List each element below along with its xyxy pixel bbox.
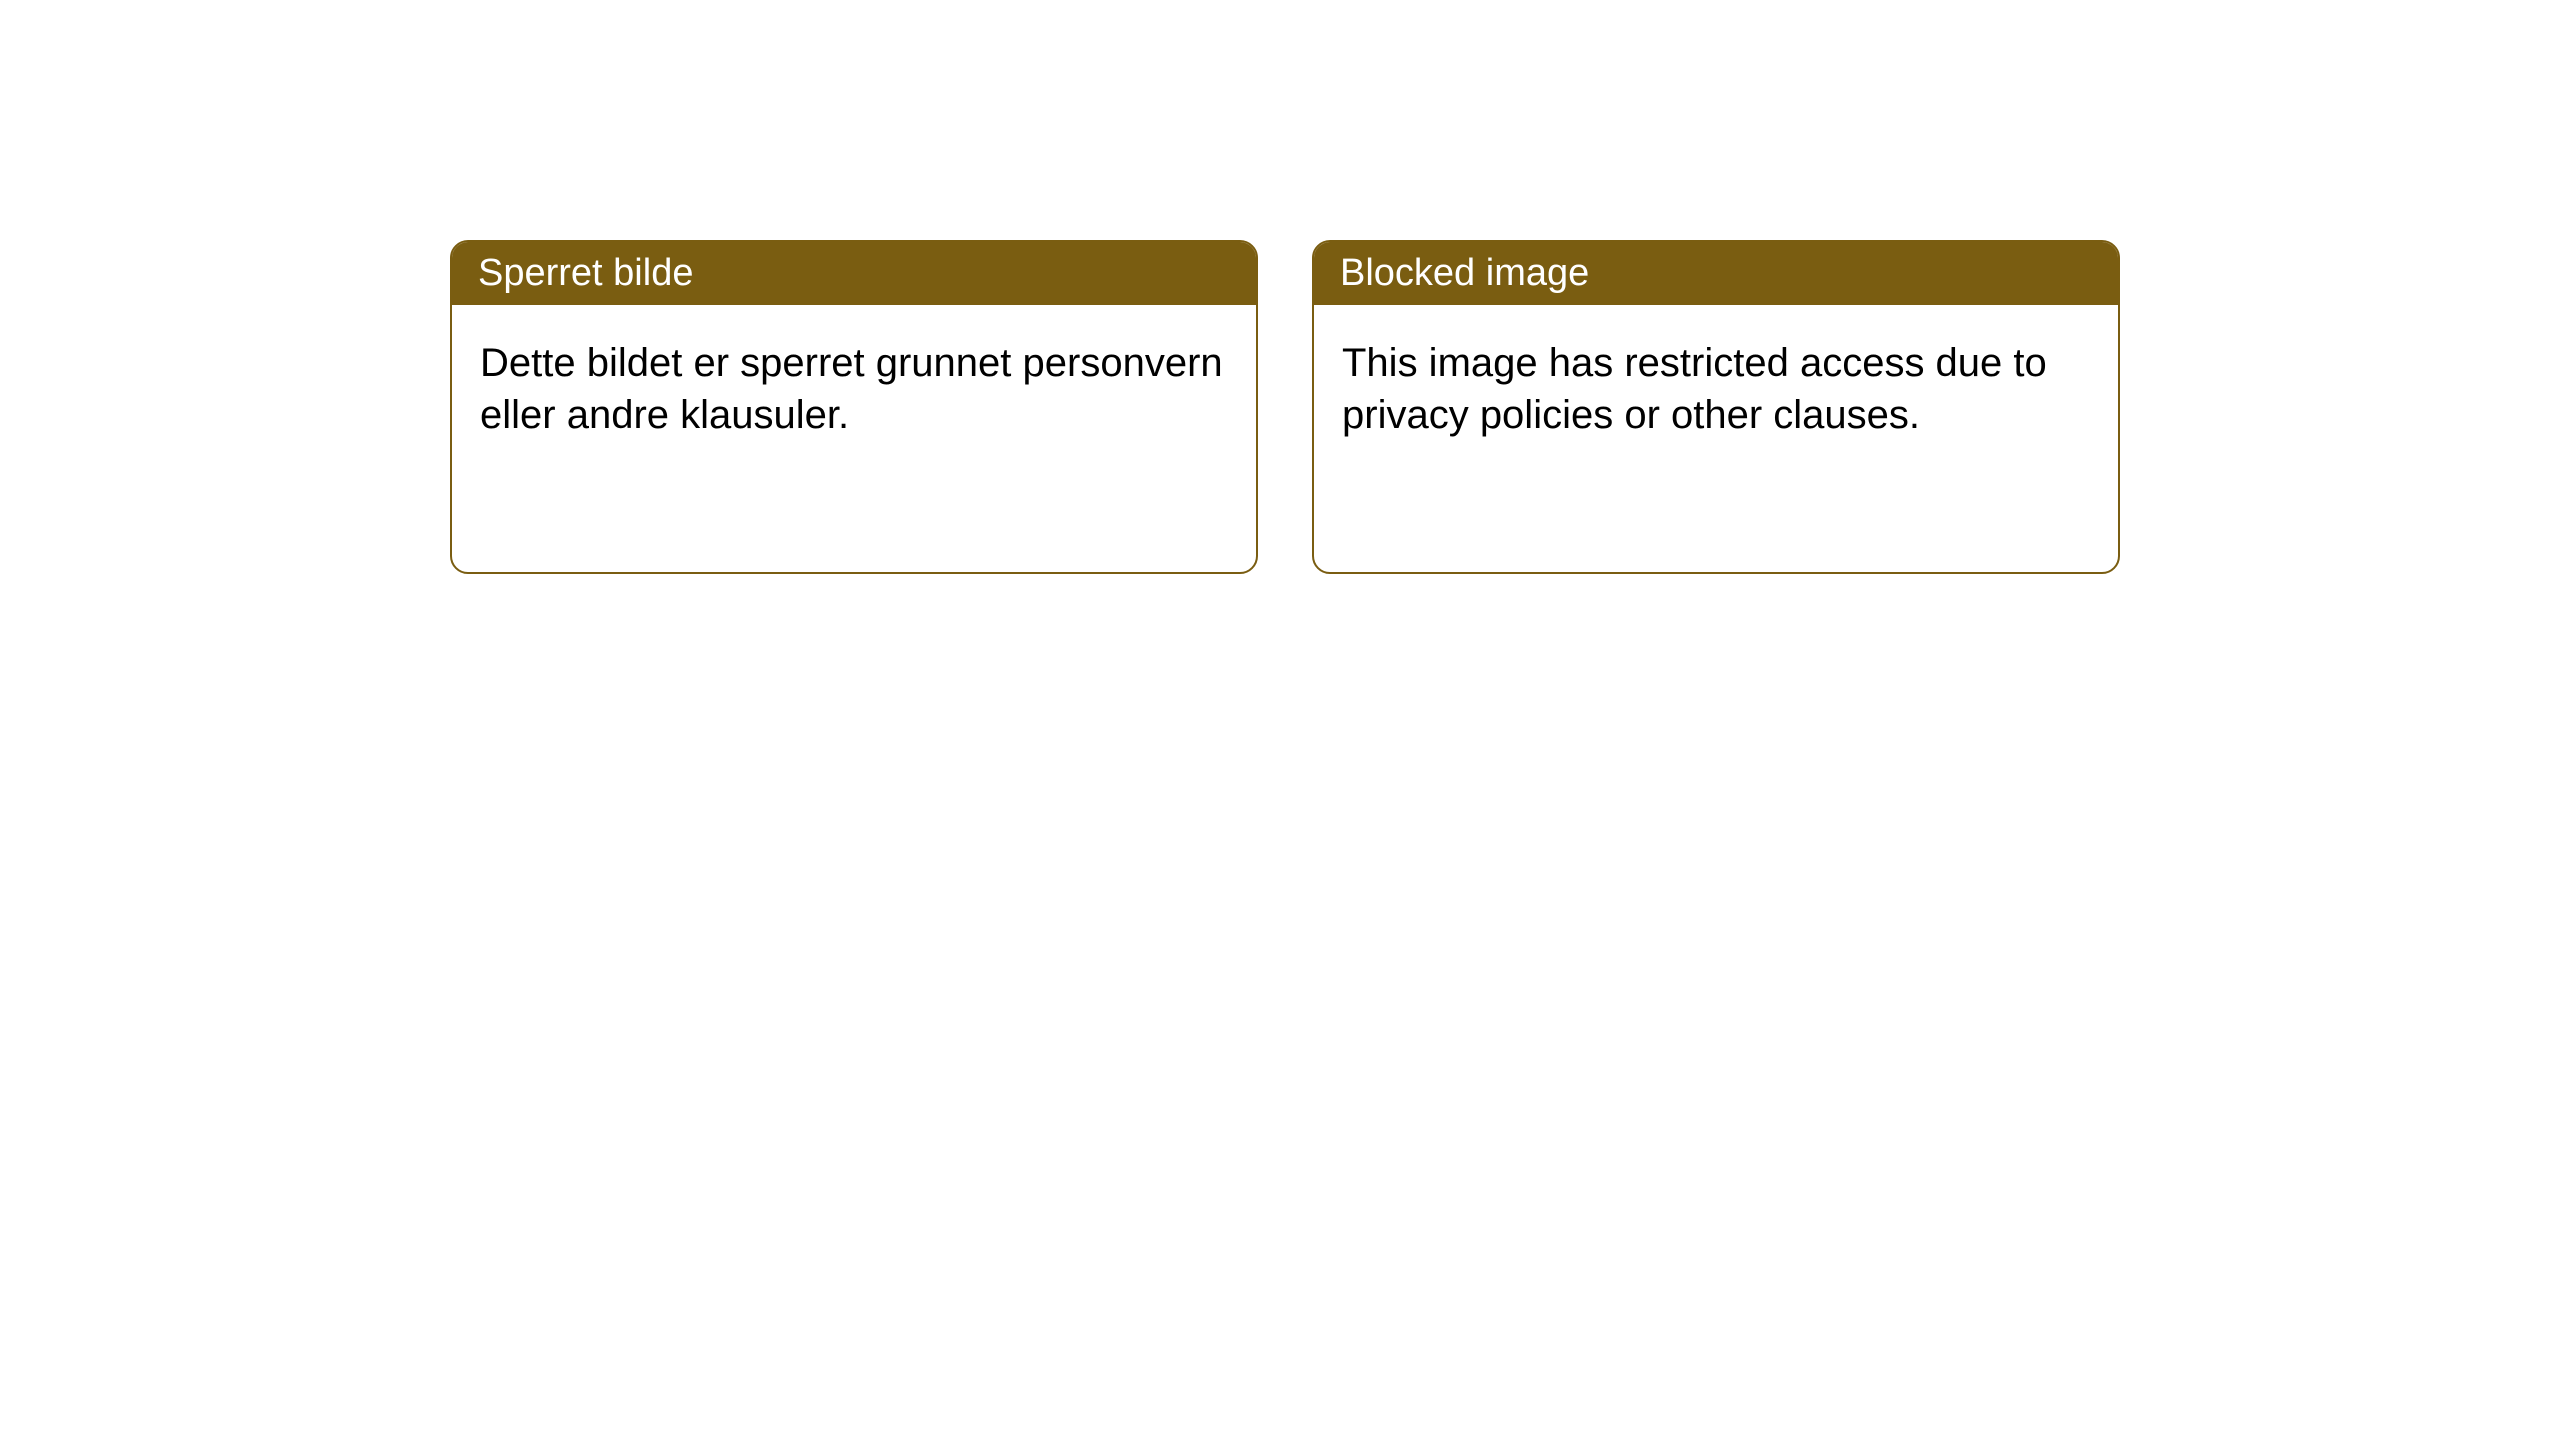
notice-card-english: Blocked image This image has restricted … bbox=[1312, 240, 2120, 574]
notice-body: This image has restricted access due to … bbox=[1314, 305, 2118, 473]
notice-header: Sperret bilde bbox=[452, 242, 1256, 305]
notice-header: Blocked image bbox=[1314, 242, 2118, 305]
notice-body-text: Dette bildet er sperret grunnet personve… bbox=[480, 341, 1223, 437]
notice-card-norwegian: Sperret bilde Dette bildet er sperret gr… bbox=[450, 240, 1258, 574]
notice-header-text: Blocked image bbox=[1340, 252, 1589, 294]
notice-container: Sperret bilde Dette bildet er sperret gr… bbox=[0, 0, 2560, 574]
notice-body: Dette bildet er sperret grunnet personve… bbox=[452, 305, 1256, 473]
notice-body-text: This image has restricted access due to … bbox=[1342, 341, 2047, 437]
notice-header-text: Sperret bilde bbox=[478, 252, 693, 294]
